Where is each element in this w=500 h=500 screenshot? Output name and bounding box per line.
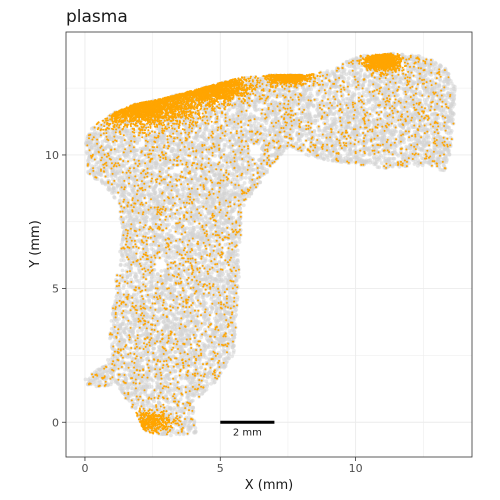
background-spot: [241, 203, 246, 208]
background-spot: [167, 222, 172, 227]
background-spot: [233, 239, 238, 244]
background-spot: [213, 344, 218, 349]
background-spot: [176, 290, 181, 295]
background-spot: [306, 153, 311, 158]
background-spot: [186, 411, 191, 416]
background-spot: [165, 389, 170, 393]
background-spot: [112, 340, 117, 344]
background-spot: [316, 76, 320, 81]
background-spot: [197, 361, 202, 366]
background-spot: [287, 92, 291, 97]
chart-title: plasma: [66, 7, 128, 27]
background-spot: [199, 209, 204, 213]
background-spot: [195, 225, 200, 229]
background-spot: [367, 151, 372, 156]
background-spot: [151, 248, 156, 252]
background-spot: [237, 240, 242, 244]
background-spot: [205, 138, 209, 143]
background-spot: [120, 268, 125, 273]
background-spot: [100, 139, 105, 144]
background-spot: [137, 155, 142, 159]
background-spot: [151, 347, 156, 351]
background-spot: [122, 258, 126, 263]
background-spot: [173, 350, 178, 355]
background-spot: [227, 291, 232, 295]
background-spot: [146, 189, 151, 194]
background-spot: [346, 76, 351, 81]
background-spot: [149, 384, 154, 389]
background-spot: [230, 354, 235, 359]
background-spot: [219, 263, 224, 267]
background-spot: [171, 225, 175, 229]
background-spot: [165, 218, 170, 223]
background-spot: [109, 319, 114, 323]
spot-points: [83, 51, 457, 438]
background-spot: [122, 350, 127, 354]
